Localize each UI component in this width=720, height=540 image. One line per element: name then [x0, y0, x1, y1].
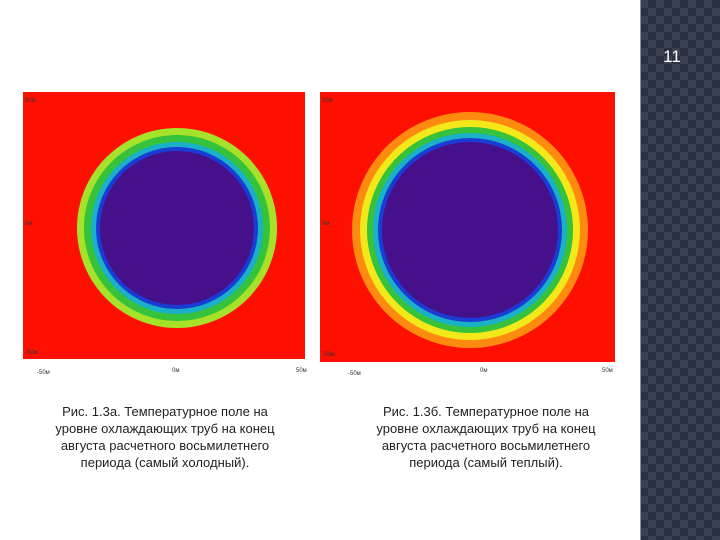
y-axis-label: 50м — [25, 98, 36, 104]
y-axis-label: 0м — [25, 221, 32, 227]
page-number: 11 — [663, 47, 681, 66]
caption-line: уровне охлаждающих труб на конец — [55, 421, 275, 436]
caption-line: периода (самый холодный). — [81, 455, 250, 470]
core — [100, 151, 254, 305]
x-axis-label: -50м — [37, 370, 50, 376]
x-axis-label: 50м — [602, 368, 613, 374]
caption-line: уровне охлаждающих труб на конец — [376, 421, 596, 436]
figure-b: 50м 0м -50м -50м 0м 50м Рис. 1.3б. Темпе… — [320, 92, 615, 470]
x-axis-label: 0м — [172, 368, 179, 374]
y-axis-label: -50м — [322, 352, 335, 358]
caption-line: Рис. 1.3б. Температурное поле на — [383, 404, 590, 419]
caption-line: Рис. 1.3а. Температурное поле на — [62, 404, 269, 419]
x-axis-label: -50м — [348, 371, 361, 377]
core — [382, 142, 558, 318]
figure-a: 50м 0м -50м -50м 0м 50м Рис. 1.3а. Темпе… — [23, 92, 307, 470]
sidebar — [640, 0, 720, 540]
caption-line: периода (самый теплый). — [409, 455, 563, 470]
y-axis-label: 50м — [322, 98, 333, 104]
y-axis-label: -50м — [25, 350, 38, 356]
x-axis-label: 50м — [296, 368, 307, 374]
y-axis-label: 0м — [322, 221, 329, 227]
caption-line: августа расчетного восьмилетнего — [61, 438, 269, 453]
caption-line: августа расчетного восьмилетнего — [382, 438, 590, 453]
x-axis-label: 0м — [480, 368, 487, 374]
